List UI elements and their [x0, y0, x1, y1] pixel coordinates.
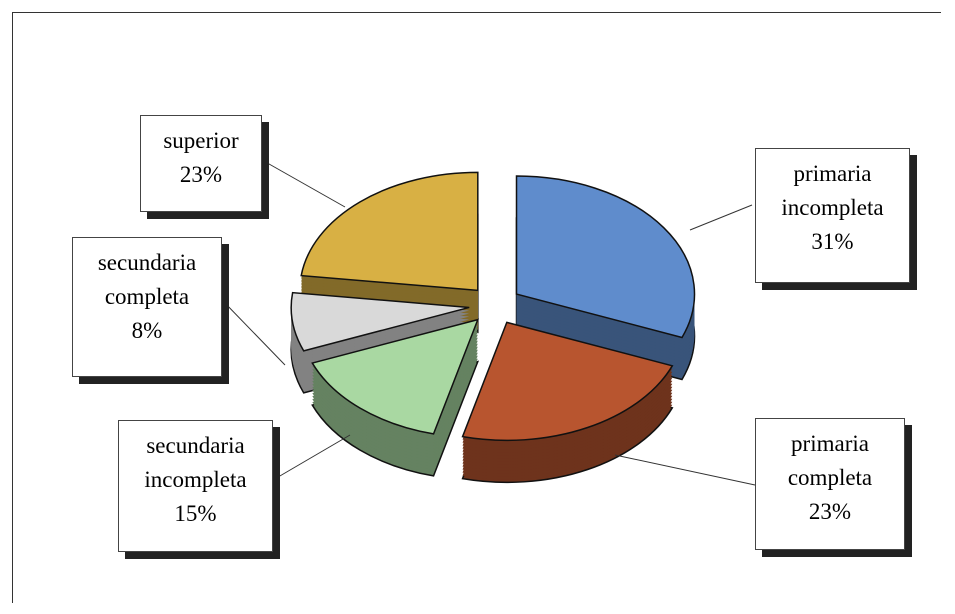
data-label: secundaria completa 8% — [72, 237, 222, 377]
slice — [300, 171, 479, 292]
value-label: 23% — [808, 499, 852, 524]
leader-line — [689, 204, 753, 231]
value-label: 31% — [811, 229, 854, 254]
category-label: secundaria completa — [97, 250, 197, 309]
data-label: secundaria incompleta 15% — [118, 420, 273, 552]
slice — [290, 291, 470, 352]
data-label: superior 23% — [140, 115, 262, 212]
data-label: primaria incompleta 31% — [755, 148, 910, 283]
value-label: 8% — [131, 318, 163, 343]
slice — [515, 175, 696, 339]
frame — [12, 12, 941, 603]
value-label: 15% — [174, 501, 217, 526]
leader-line — [261, 159, 346, 208]
leader-line — [221, 299, 286, 366]
category-label: primaria incompleta — [781, 161, 884, 220]
data-label: primaria completa 23% — [755, 418, 905, 550]
value-label: 23% — [179, 162, 223, 187]
leader-line — [614, 454, 756, 486]
category-label: primaria completa — [787, 431, 873, 490]
category-label: secundaria incompleta — [144, 433, 247, 492]
slice — [461, 321, 674, 442]
category-label: superior — [163, 128, 239, 153]
slice — [311, 318, 480, 435]
leader-line — [272, 434, 351, 481]
